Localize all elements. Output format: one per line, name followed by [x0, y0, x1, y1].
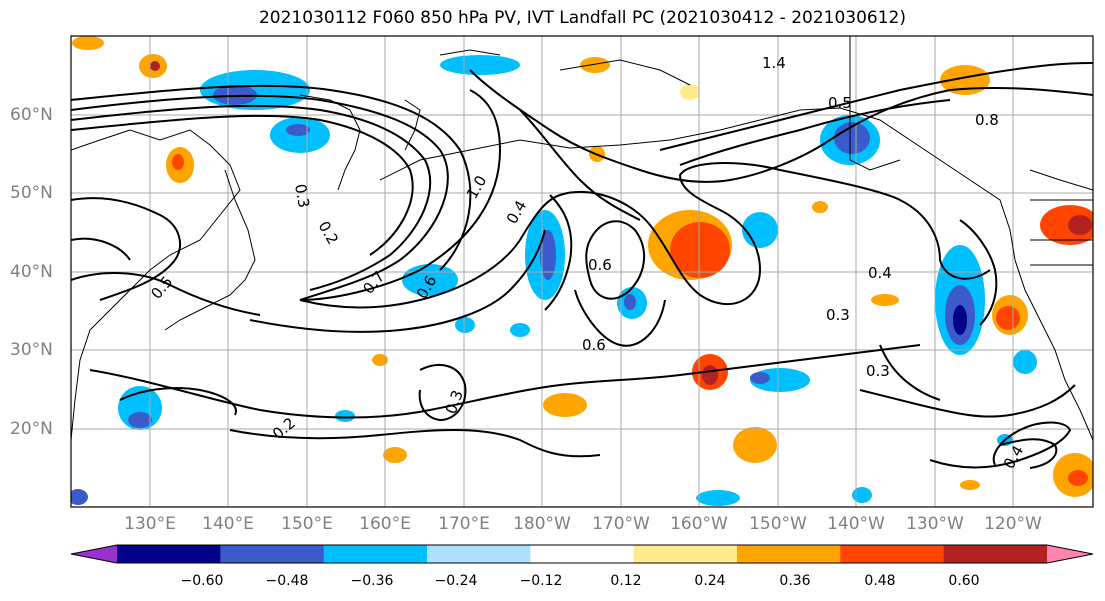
- lat-label: 40°N: [10, 262, 53, 282]
- contour-label: 0.5: [828, 94, 852, 112]
- colorbar-extend-high: [1047, 545, 1093, 563]
- colorbar-segment: [633, 545, 738, 563]
- colorbar-tick-label: 0.36: [779, 573, 811, 589]
- contour-label: 0.4: [868, 264, 892, 282]
- colorbar-tick-label: 0.60: [948, 573, 980, 589]
- colorbar-tick-label: 0.48: [864, 573, 896, 589]
- lon-label: 180°W: [513, 514, 571, 534]
- contour-label: 1.4: [762, 54, 786, 72]
- lon-label: 140°E: [202, 514, 254, 534]
- colorbar-extend-low: [71, 545, 117, 563]
- lon-label: 140°W: [827, 514, 885, 534]
- lon-label: 150°E: [281, 514, 333, 534]
- colorbar-segment: [323, 545, 428, 563]
- colorbar-segment: [943, 545, 1048, 563]
- lon-label: 130°E: [124, 514, 176, 534]
- lat-label: 30°N: [10, 340, 53, 360]
- contour-label: 0.3: [291, 183, 313, 210]
- contour-label: 0.6: [588, 256, 612, 274]
- lon-label: 160°W: [670, 514, 728, 534]
- lat-lon-grid: [71, 36, 1093, 507]
- colorbar-tick-label: −0.12: [519, 573, 563, 589]
- lat-label: 60°N: [10, 105, 53, 125]
- lat-label: 50°N: [10, 183, 53, 203]
- pv-contours: [71, 62, 1093, 469]
- colorbar-segment: [427, 545, 531, 563]
- colorbar-segment: [737, 545, 841, 563]
- map-frame: [70, 35, 1094, 508]
- lon-label: 160°E: [359, 514, 411, 534]
- colorbar-tick-label: −0.48: [265, 573, 309, 589]
- coastlines: [71, 36, 1093, 441]
- colorbar-tick-label: −0.60: [180, 573, 224, 589]
- colorbar-segment: [220, 545, 325, 563]
- lat-label: 20°N: [10, 419, 53, 439]
- map-plot: 1.4 1.0 0.5 0.8 0.3 0.4 0.2 0.6 0.7 0.3 …: [70, 35, 1094, 508]
- chart-title: 2021030112 F060 850 hPa PV, IVT Landfall…: [258, 8, 906, 28]
- lon-label: 170°E: [438, 514, 490, 534]
- contour-label: 0.3: [866, 362, 890, 380]
- colorbar-segment: [530, 545, 635, 563]
- lon-label: 170°W: [592, 514, 650, 534]
- colorbar-tick-label: 0.24: [694, 573, 726, 589]
- contour-label: 0.8: [975, 111, 999, 129]
- contour-label: 0.6: [582, 336, 606, 354]
- lon-label: 120°W: [984, 514, 1042, 534]
- lon-label: 150°W: [749, 514, 807, 534]
- lon-label: 130°W: [906, 514, 964, 534]
- contour-label: 0.3: [826, 306, 850, 324]
- colorbar-tick-label: −0.24: [434, 573, 478, 589]
- colorbar-segment: [117, 545, 221, 563]
- colorbar-tick-label: −0.36: [350, 573, 394, 589]
- colorbar-tick-label: 0.12: [610, 573, 642, 589]
- colorbar-segment: [840, 545, 945, 563]
